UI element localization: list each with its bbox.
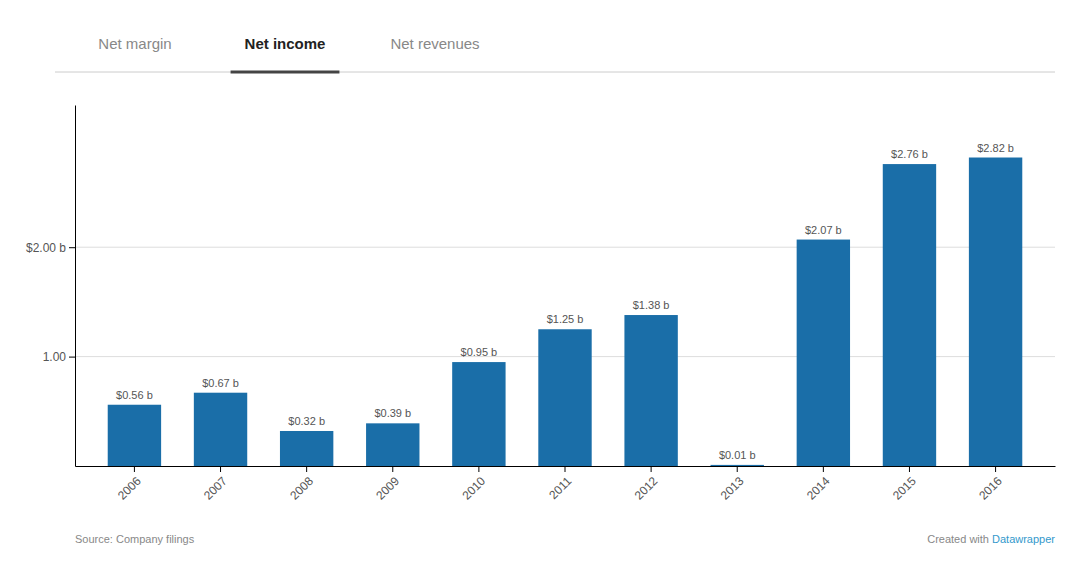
data-label: $2.82 b [977,142,1014,154]
tab-label: Net revenues [390,35,479,52]
x-tick-label: 2014 [804,474,833,503]
x-tick-label: 2015 [890,474,919,503]
x-tick-label: 2010 [459,474,488,503]
y-tick: 1.00 [43,350,75,364]
y-axis: 1.00 $2.00 b [26,106,76,467]
x-tick: 2008 [287,466,316,503]
x-tick: 2016 [976,466,1005,503]
data-label: $0.56 b [116,389,153,401]
bar [452,362,505,466]
x-tick-mark [565,466,566,472]
bar [711,465,764,466]
bar [194,393,247,466]
x-tick: 2007 [201,466,230,503]
credit-text: Created with [927,533,992,545]
bar [280,431,333,466]
x-tick-label: 2008 [287,474,316,503]
tab-separator [55,72,1055,73]
bar [883,164,936,466]
x-tick: 2015 [890,466,919,503]
x-tick: 2014 [804,466,833,503]
x-tick-mark [392,466,393,472]
bar [108,405,161,466]
x-tick-label: 2007 [201,474,230,503]
y-tick-label: $2.00 b [26,241,66,255]
chart: Net margin Net income Net revenues 1.00 $2.0… [0,0,1080,561]
data-label: $0.95 b [461,346,498,358]
x-tick-mark [909,466,910,472]
tab-underline [231,71,340,74]
bar [366,423,419,466]
bar [538,329,591,466]
data-label: $1.25 b [547,313,584,325]
data-label: $2.07 b [805,224,842,236]
y-tick-label: 1.00 [43,350,67,364]
x-tick-label: 2012 [632,474,661,503]
y-tick-mark [69,357,75,358]
data-label: $1.38 b [633,299,670,311]
x-tick: 2012 [632,466,661,503]
x-tick-mark [478,466,479,472]
x-tick-mark [737,466,738,472]
data-label: $0.32 b [288,415,325,427]
x-tick: 2006 [115,466,144,503]
x-tick-mark [220,466,221,472]
x-tick-mark [134,466,135,472]
bar [969,158,1022,466]
x-tick-label: 2011 [546,474,574,502]
x-tick-mark [306,466,307,472]
data-label: $0.67 b [202,377,239,389]
x-tick-mark [823,466,824,472]
x-tick-label: 2016 [976,474,1005,503]
x-tick: 2009 [373,466,402,503]
y-tick: $2.00 b [26,241,75,255]
tab-label: Net income [245,35,326,52]
x-tick-label: 2013 [718,474,747,503]
x-tick-mark [651,466,652,472]
credit-link: Datawrapper [992,533,1055,545]
data-label: $0.39 b [374,407,411,419]
y-axis-line [75,106,76,467]
x-axis: 2006 2007 2008 2009 2010 2011 2012 2013 2014 2015… [76,466,1056,503]
data-label: $0.01 b [719,449,756,461]
x-tick: 2013 [718,466,747,503]
y-tick-mark [69,247,75,248]
source: Source: Company filings [75,533,195,545]
credit: Created with Datawrapper [927,533,1055,545]
tab-label: Net margin [98,35,171,52]
x-tick-mark [995,466,996,472]
bars [108,158,1023,466]
data-label: $2.76 b [891,148,928,160]
tabs: Net margin Net income Net revenues [55,35,1055,72]
x-tick: 2010 [459,466,488,503]
x-tick-label: 2006 [115,474,144,503]
bar [624,315,677,466]
x-tick-label: 2009 [373,474,402,503]
x-tick: 2011 [546,466,574,502]
data-labels: $0.56 b $0.67 b $0.32 b $0.39 b $0.95 b $1.25… [116,142,1014,461]
bar [797,240,850,466]
plot: 1.00$2.00 b20062007200820092010201120122… [26,106,1056,503]
